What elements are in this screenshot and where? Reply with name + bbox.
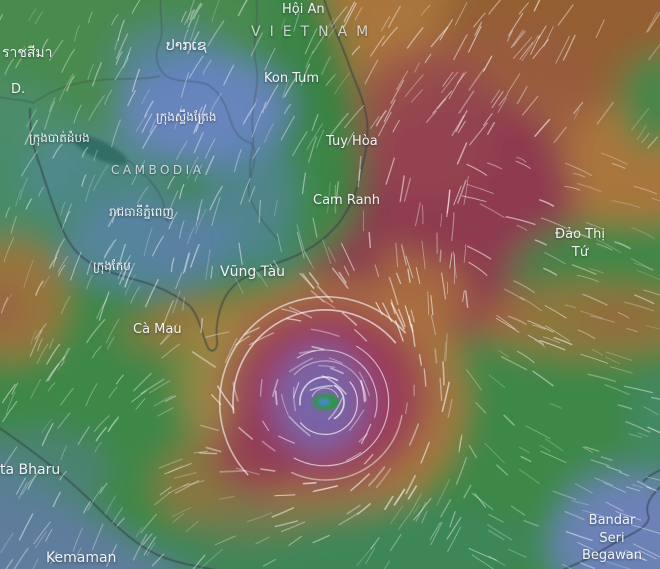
cyclone-eye: [313, 394, 339, 410]
map-label-cam-ranh[interactable]: Cam Ranh: [313, 193, 381, 208]
map-label-kota-bharu[interactable]: ta Bharu: [0, 462, 61, 478]
map-label-kep[interactable]: ក្រុងកែប: [93, 259, 131, 273]
map-label-hoi-an[interactable]: Hội An: [282, 2, 325, 17]
map-label-bandar-seri-begawan[interactable]: Bandar Seri Begawan: [582, 513, 642, 564]
map-label-stung-treng[interactable]: ក្រុងស្ទឹងត្រែង: [156, 110, 217, 124]
map-label-d-partial[interactable]: D.: [11, 82, 26, 97]
cyclone-spiral-streaks: [218, 295, 406, 481]
map-label-cambodia: CAMBODIA: [111, 163, 205, 177]
map-label-battambang[interactable]: ក្រុងបាត់ដំបង: [29, 131, 90, 145]
map-label-tuy-hoa[interactable]: Tuy Hòa: [326, 134, 378, 149]
map-label-ca-mau[interactable]: Cà Mau: [133, 322, 182, 337]
map-label-vietnam: VIETNAM: [251, 24, 378, 40]
map-label-dao-thi-tu[interactable]: Đảo Thị Tứ: [555, 227, 605, 260]
tonle-sap-lake: [72, 134, 128, 166]
map-label-pakse[interactable]: ປາກເຊ: [166, 38, 207, 54]
country-borders: [0, 0, 279, 241]
map-label-vung-tau[interactable]: Vũng Tàu: [220, 264, 286, 280]
map-label-kemaman[interactable]: Kemaman: [46, 550, 117, 566]
map-label-kon-tum[interactable]: Kon Tum: [264, 71, 320, 86]
map-label-phnom-penh[interactable]: រាជធានីភ្នំពេញ: [109, 205, 174, 219]
map-label-nakhon-ratchasima[interactable]: ราชสีมา: [2, 45, 53, 61]
